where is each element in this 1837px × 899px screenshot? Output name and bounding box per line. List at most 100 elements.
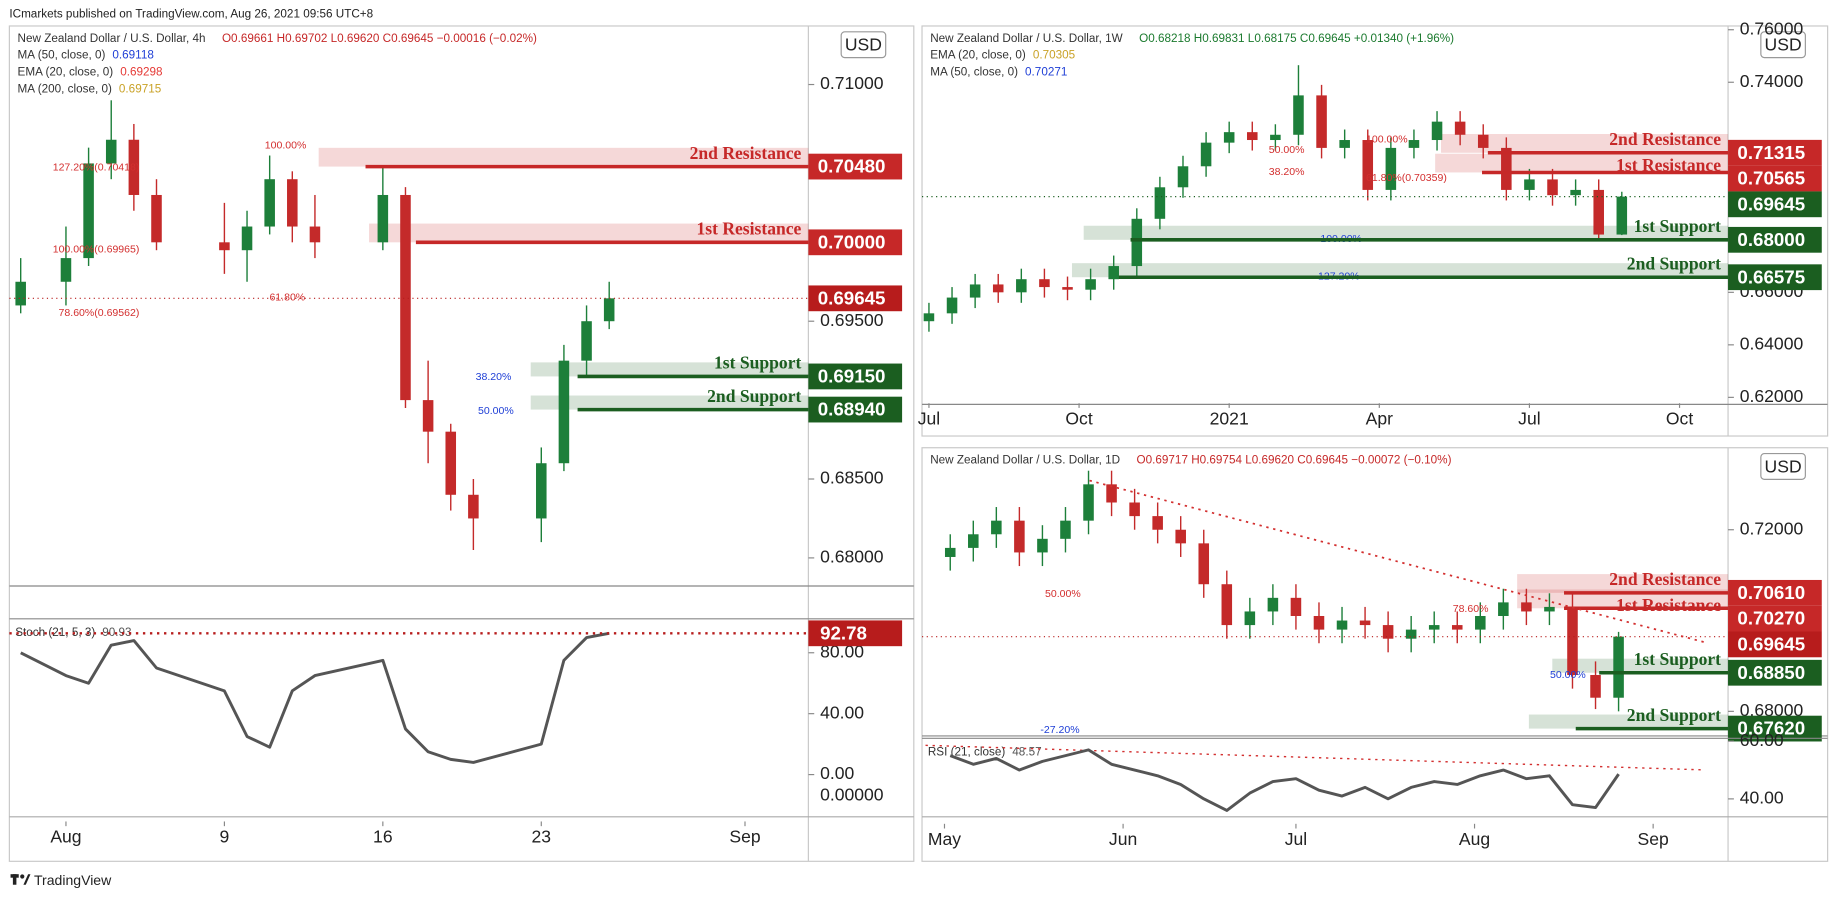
candle-body bbox=[603, 298, 615, 322]
candle-body bbox=[1475, 615, 1486, 630]
candle-body bbox=[1014, 520, 1025, 553]
candle-body bbox=[1339, 140, 1350, 148]
candle-body bbox=[1524, 179, 1535, 190]
candle-body bbox=[1359, 620, 1371, 626]
fib-annotation: 50.00% bbox=[1550, 669, 1586, 681]
price-label: 0.70480 bbox=[818, 156, 886, 177]
candle-body bbox=[1270, 134, 1281, 141]
price-label: 0.70000 bbox=[818, 231, 886, 252]
candle-body bbox=[1613, 636, 1624, 698]
extra-tick-label: 0.00000 bbox=[820, 784, 884, 804]
level-name: 2nd Resistance bbox=[1609, 569, 1721, 589]
fib-annotation: 100.00% bbox=[1366, 133, 1408, 145]
level-zone bbox=[1528, 714, 1729, 729]
legend-value: 0.70271 bbox=[1025, 65, 1067, 78]
candle-body bbox=[264, 179, 275, 227]
price-label: 0.70270 bbox=[1737, 608, 1805, 629]
level-zone bbox=[1441, 134, 1729, 153]
candle-body bbox=[1177, 166, 1189, 188]
y-tick-label: 0.62000 bbox=[1740, 386, 1804, 406]
price-label-box bbox=[1728, 264, 1822, 291]
price-label-box bbox=[1728, 715, 1822, 742]
candle-body bbox=[944, 547, 956, 557]
candle-body bbox=[1083, 484, 1094, 521]
level-name: 2nd Resistance bbox=[1609, 129, 1721, 149]
y-tick-label: 0.00 bbox=[820, 763, 854, 783]
candle-body bbox=[991, 520, 1002, 535]
footer-text: TradingView bbox=[34, 872, 112, 888]
price-label-box bbox=[808, 153, 903, 180]
candle-body bbox=[1154, 187, 1166, 219]
candle-body bbox=[1016, 279, 1027, 293]
fib-annotation: -27.20% bbox=[1040, 724, 1079, 736]
y-tick-label: 60.00 bbox=[1740, 730, 1784, 750]
currency: USD bbox=[845, 35, 882, 55]
candle-body bbox=[422, 400, 434, 432]
x-tick-label: Aug bbox=[1459, 829, 1490, 849]
candle-body bbox=[1267, 597, 1279, 612]
price-label: 0.69645 bbox=[1737, 634, 1805, 655]
candle-body bbox=[1498, 602, 1509, 616]
fib-annotation: 78.60% bbox=[1453, 603, 1489, 615]
candle-body bbox=[1547, 179, 1558, 196]
candle-body bbox=[1428, 625, 1440, 630]
level-zone bbox=[318, 147, 809, 167]
fib-annotation: 100.00% bbox=[265, 139, 307, 151]
fib-annotation: 50.00% bbox=[1269, 144, 1305, 156]
currency-box bbox=[1760, 453, 1806, 480]
level-name: 1st Support bbox=[1634, 649, 1722, 669]
fib-annotation: 127.20%(0.70418) bbox=[53, 162, 140, 174]
indicator-name: RSI (21, close) bbox=[928, 745, 1005, 758]
y-tick-label: 0.64000 bbox=[1740, 333, 1804, 353]
price-label-box bbox=[1728, 659, 1822, 686]
legend-name: MA (50, close, 0) bbox=[930, 65, 1018, 78]
panel-border bbox=[921, 447, 1829, 862]
level-name: 2nd Support bbox=[707, 386, 801, 406]
candle-body bbox=[1313, 615, 1325, 630]
candle-body bbox=[1362, 140, 1374, 190]
indicator-label: 92.78 bbox=[820, 622, 867, 643]
candle-body bbox=[309, 226, 321, 243]
candle-body bbox=[400, 194, 411, 401]
level-name: 2nd Support bbox=[1627, 705, 1721, 725]
chart-title: New Zealand Dollar / U.S. Dollar, 1W bbox=[930, 32, 1123, 45]
x-tick-label: Sep bbox=[1638, 829, 1669, 849]
level-name: 1st Resistance bbox=[696, 219, 801, 239]
candle-body bbox=[1085, 279, 1096, 290]
legend-name: MA (200, close, 0) bbox=[18, 82, 112, 95]
indicator-legend-value: 48.57 bbox=[1012, 745, 1041, 758]
chart-title: New Zealand Dollar / U.S. Dollar, 1D bbox=[930, 454, 1120, 467]
legend-name: EMA (20, close, 0) bbox=[18, 65, 114, 78]
currency-box bbox=[840, 31, 887, 59]
candle-body bbox=[1544, 606, 1555, 612]
price-label: 0.68940 bbox=[818, 399, 886, 420]
candle-body bbox=[1405, 629, 1417, 639]
candle-body bbox=[1129, 502, 1140, 517]
price-label: 0.69645 bbox=[818, 287, 886, 308]
price-label-box bbox=[808, 229, 903, 256]
candle-body bbox=[1221, 584, 1233, 626]
candle-body bbox=[969, 284, 981, 298]
price-label-box bbox=[808, 396, 903, 423]
x-tick-label: Jul bbox=[1518, 408, 1540, 428]
y-tick-label: 0.69500 bbox=[820, 310, 884, 330]
fib-annotation: 38.20% bbox=[1269, 166, 1305, 178]
level-zone bbox=[530, 362, 809, 377]
price-label: 0.68000 bbox=[1737, 229, 1805, 250]
candle-body bbox=[15, 281, 26, 306]
candle-body bbox=[923, 313, 935, 322]
y-tick-label: 40.00 bbox=[820, 702, 864, 722]
fib-annotation: 50.00% bbox=[1045, 588, 1081, 600]
y-tick-label: 0.74000 bbox=[1740, 71, 1804, 91]
x-tick-label: Oct bbox=[1065, 408, 1092, 428]
level-zone bbox=[530, 395, 809, 410]
candle-body bbox=[558, 360, 570, 464]
price-label: 0.69150 bbox=[818, 366, 886, 387]
legend-value: 0.70305 bbox=[1033, 48, 1076, 61]
fib-annotation: 100.00%(0.69965) bbox=[53, 244, 140, 256]
candle-body bbox=[1223, 132, 1235, 143]
x-tick-label: Aug bbox=[50, 827, 81, 847]
x-tick-label: Jun bbox=[1109, 829, 1137, 849]
candle-body bbox=[536, 463, 547, 519]
candle-body bbox=[1593, 189, 1604, 235]
